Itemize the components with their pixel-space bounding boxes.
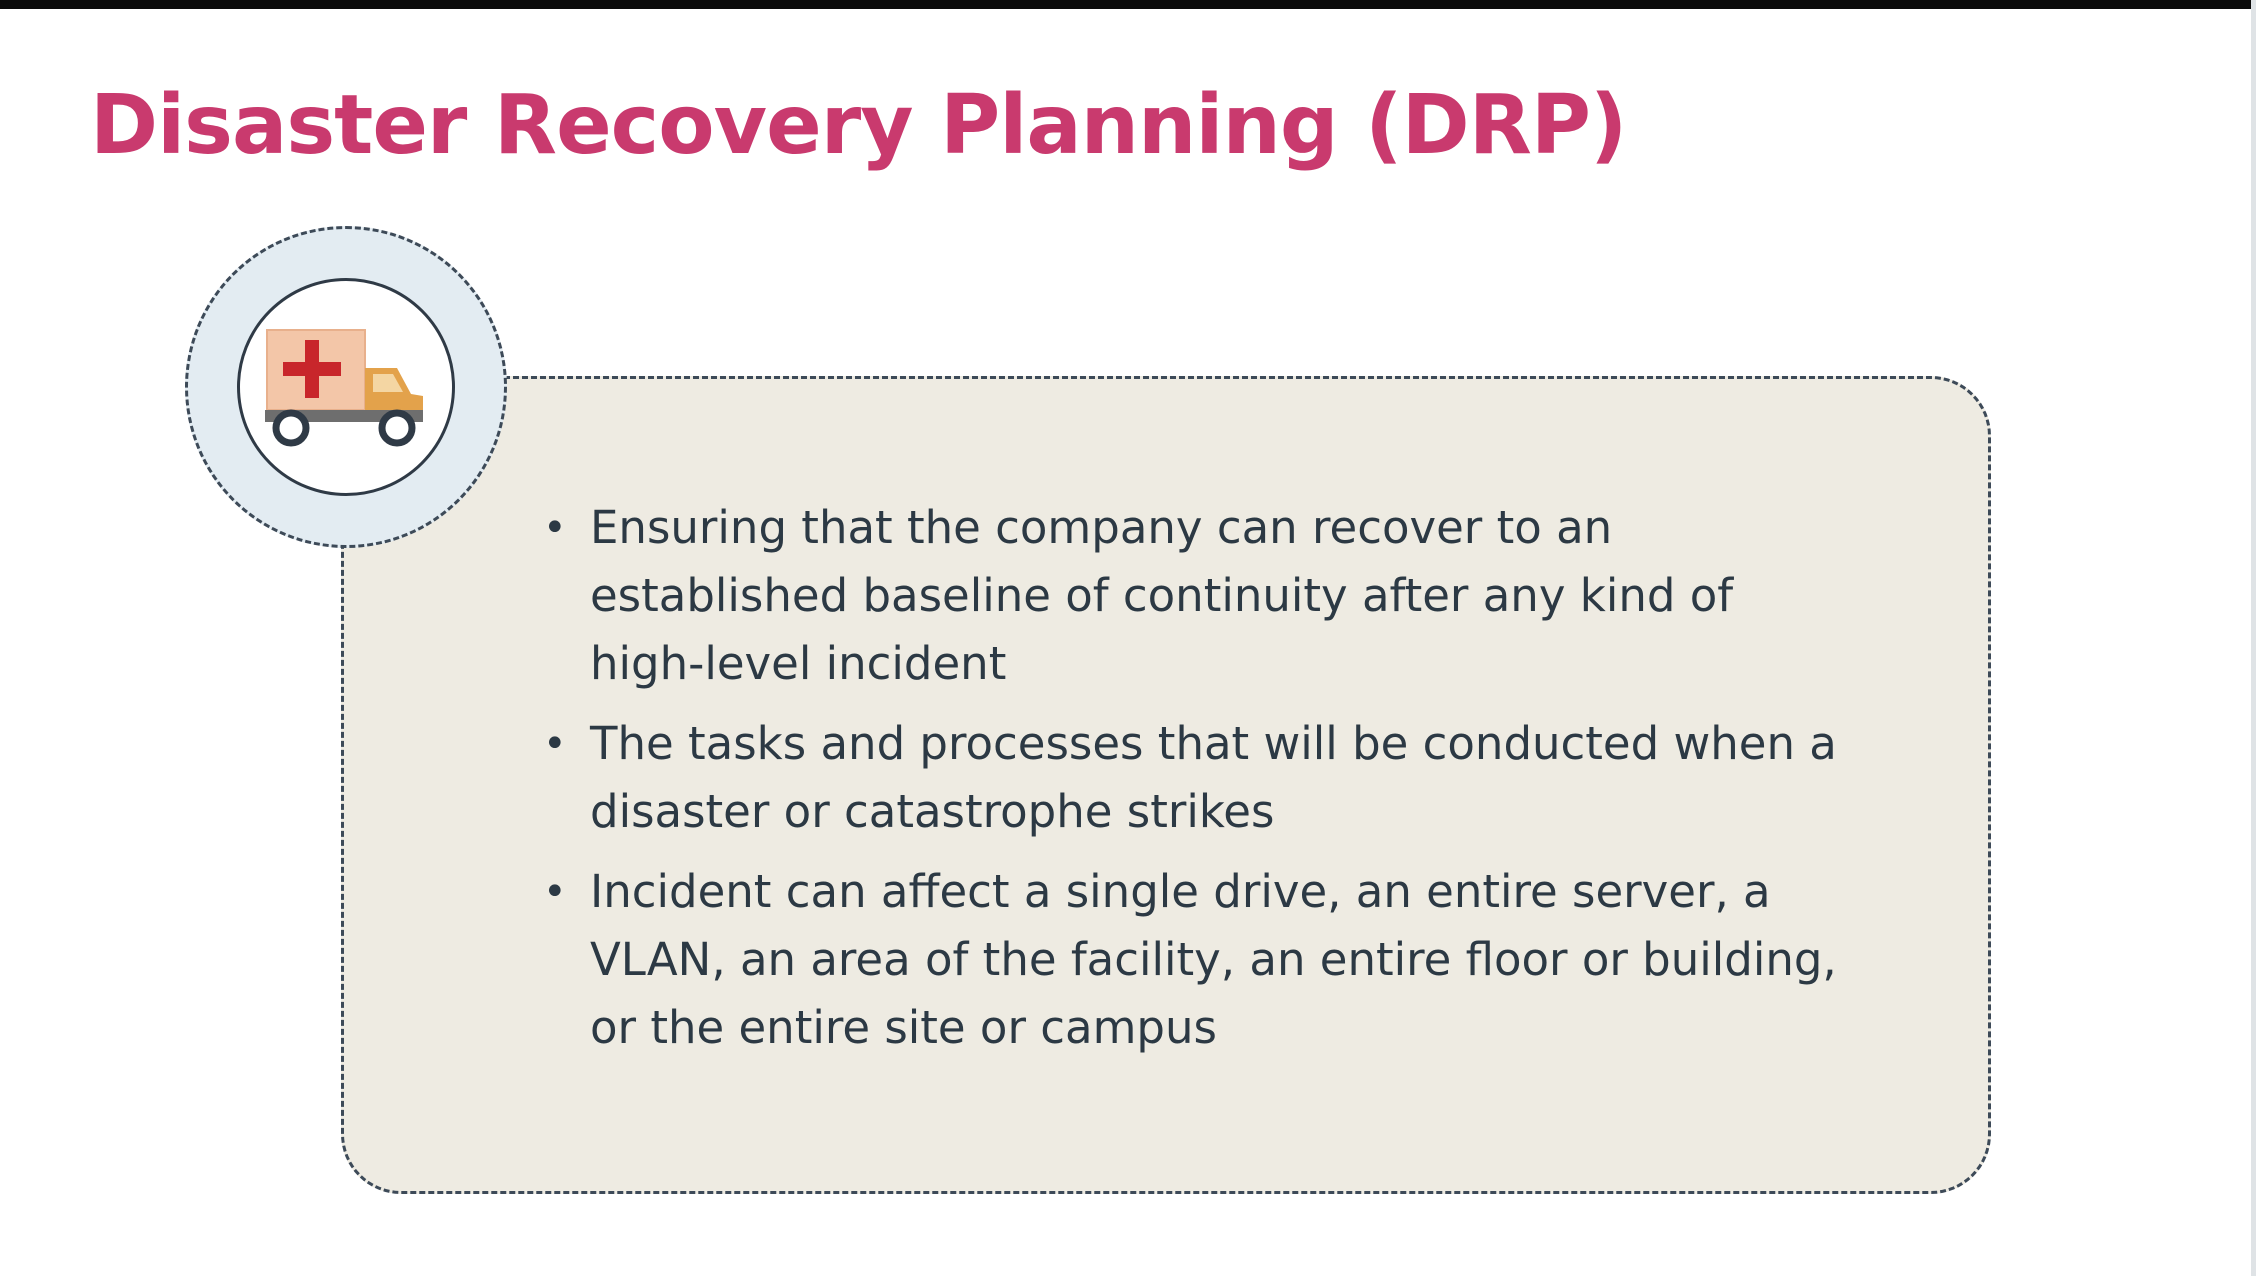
bullet-item: • The tasks and processes that will be c…	[540, 710, 1840, 846]
bullet-item: • Ensuring that the company can recover …	[540, 494, 1840, 698]
bullet-text: Incident can affect a single drive, an e…	[590, 865, 1837, 1054]
bullet-text: The tasks and processes that will be con…	[590, 717, 1837, 838]
bullet-text: Ensuring that the company can recover to…	[590, 501, 1734, 690]
content-panel	[341, 376, 1991, 1194]
bullet-marker: •	[543, 869, 567, 915]
bullet-list: • Ensuring that the company can recover …	[540, 494, 1840, 1074]
icon-badge	[185, 226, 507, 548]
icon-badge-inner	[237, 278, 455, 496]
video-top-bar	[0, 0, 2256, 9]
bullet-marker: •	[543, 721, 567, 767]
bullet-item: • Incident can affect a single drive, an…	[540, 858, 1840, 1062]
slide-title: Disaster Recovery Planning (DRP)	[90, 78, 1627, 173]
bullet-marker: •	[543, 505, 567, 551]
ambulance-icon	[265, 329, 423, 447]
slide-right-edge	[2251, 0, 2256, 1276]
